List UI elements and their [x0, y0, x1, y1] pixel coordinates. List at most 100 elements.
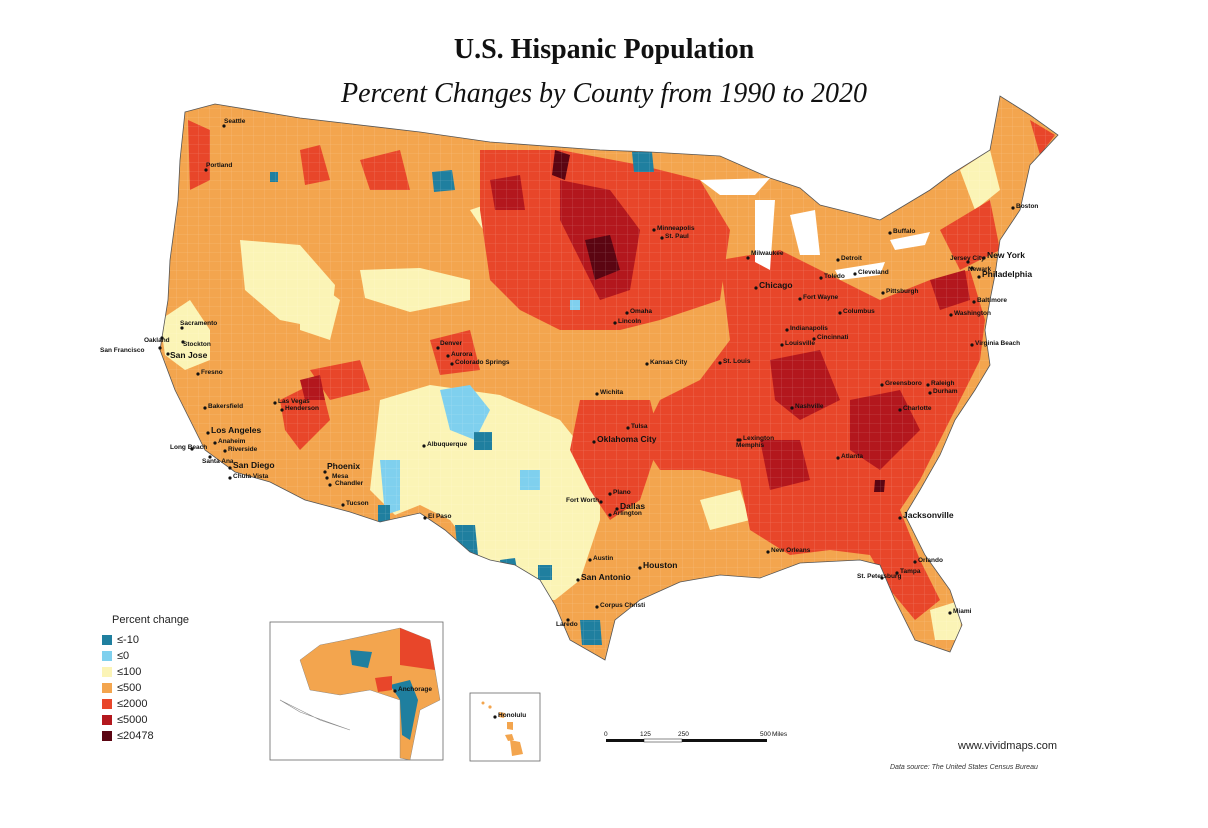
legend-label: ≤20478 — [117, 730, 154, 742]
city-marker-icon — [838, 311, 842, 315]
scale-bar: 0 125 250 500 Miles — [604, 731, 788, 743]
city-label: New Orleans — [771, 547, 811, 554]
city-label: Kansas City — [650, 359, 688, 366]
city-marker-icon — [280, 408, 284, 412]
legend-item: ≤100 — [102, 664, 252, 680]
city-marker-icon — [595, 392, 599, 396]
city-marker-icon — [785, 328, 789, 332]
city-marker-icon — [566, 618, 570, 622]
city-label: Oakland — [144, 337, 170, 344]
city-marker-icon — [970, 266, 974, 270]
legend-label: ≤-10 — [117, 634, 139, 646]
city-marker-icon — [599, 500, 603, 504]
city-label: Durham — [933, 388, 958, 395]
city-marker-icon — [754, 286, 758, 290]
city-marker-icon — [180, 326, 184, 330]
city-marker-icon — [966, 260, 970, 264]
city-marker-icon — [660, 236, 664, 240]
city-marker-icon — [158, 346, 162, 350]
city-label: St. Petersburg — [857, 573, 901, 580]
city-label: Tampa — [900, 568, 921, 575]
city-label: Omaha — [630, 308, 652, 315]
city-marker-icon — [328, 483, 332, 487]
city-marker-icon — [880, 576, 884, 580]
city-marker-icon — [970, 343, 974, 347]
city-label: San Diego — [233, 460, 275, 470]
city-label: Seattle — [224, 118, 246, 125]
city-marker-icon — [898, 408, 902, 412]
city-marker-icon — [881, 291, 885, 295]
city-label: Plano — [613, 489, 631, 496]
city-marker-icon — [595, 605, 599, 609]
city-label: Newark — [968, 266, 992, 273]
city-marker-icon — [446, 354, 450, 358]
legend-swatch — [102, 667, 112, 677]
city-label: Honolulu — [498, 712, 526, 719]
city-marker-icon — [1011, 206, 1015, 210]
city-label: Las Vegas — [278, 398, 310, 405]
legend-items: ≤-10 ≤0 ≤100 ≤500 ≤2000 ≤5000 ≤20478 — [102, 632, 252, 744]
city-marker-icon — [880, 383, 884, 387]
city-label: Long Beach — [170, 444, 207, 451]
city-label: Laredo — [556, 621, 578, 628]
city-label: Orlando — [918, 557, 943, 564]
legend-title: Percent change — [112, 614, 190, 626]
city-marker-icon — [888, 231, 892, 235]
legend-item: ≤2000 — [102, 696, 252, 712]
city-label: Columbus — [843, 308, 875, 315]
city-marker-icon — [206, 431, 210, 435]
legend-swatch — [102, 651, 112, 661]
city-label: San Jose — [170, 350, 208, 360]
city-label: Jacksonville — [903, 510, 954, 520]
legend-swatch — [102, 699, 112, 709]
city-label: Anchorage — [398, 686, 432, 693]
city-label: El Paso — [428, 513, 452, 520]
city-marker-icon — [608, 513, 612, 517]
city-label: Wichita — [600, 389, 623, 396]
city-marker-icon — [615, 507, 619, 511]
city-label: Nashville — [795, 403, 824, 410]
city-label: Memphis — [736, 442, 765, 449]
city-marker-icon — [228, 466, 232, 470]
city-label: Bakersfield — [208, 403, 243, 410]
city-marker-icon — [213, 441, 217, 445]
city-label: Fort Wayne — [803, 294, 839, 301]
city-marker-icon — [196, 372, 200, 376]
city-label: Cleveland — [858, 269, 889, 276]
city-label: Arlington — [613, 510, 642, 517]
city-label: Anaheim — [218, 438, 246, 445]
scale-tick-125: 125 — [640, 731, 651, 738]
city-marker-icon — [895, 571, 899, 575]
great-lakes — [700, 178, 930, 280]
scale-tick-500: 500 — [760, 731, 771, 738]
city-label: Toledo — [824, 273, 845, 280]
legend-swatch — [102, 715, 112, 725]
city-label: Milwaukee — [751, 250, 784, 257]
city-label: Indianapolis — [790, 325, 828, 332]
hawaii-inset — [469, 692, 541, 762]
city-label: San Antonio — [581, 572, 631, 582]
legend-swatch — [102, 635, 112, 645]
city-marker-icon — [592, 440, 596, 444]
city-marker-icon — [160, 336, 164, 340]
city-label: Albuquerque — [427, 441, 467, 448]
city-marker-icon — [436, 346, 440, 350]
city-label: Los Angeles — [211, 425, 261, 435]
city-label: Lexington — [743, 435, 774, 442]
city-marker-icon — [972, 300, 976, 304]
city-label: Cincinnati — [817, 334, 849, 341]
city-label: Atlanta — [841, 453, 863, 460]
city-label: Baltimore — [977, 297, 1007, 304]
city-marker-icon — [645, 362, 649, 366]
city-label: Colorado Springs — [455, 359, 510, 366]
city-label: Washington — [954, 310, 991, 317]
city-marker-icon — [273, 401, 277, 405]
city-marker-icon — [798, 297, 802, 301]
city-label: Henderson — [285, 405, 319, 412]
city-label: Chula Vista — [233, 473, 269, 480]
city-marker-icon — [204, 168, 208, 172]
city-marker-icon — [812, 337, 816, 341]
city-label: Lincoln — [618, 318, 641, 325]
city-marker-icon — [625, 311, 629, 315]
city-marker-icon — [766, 550, 770, 554]
